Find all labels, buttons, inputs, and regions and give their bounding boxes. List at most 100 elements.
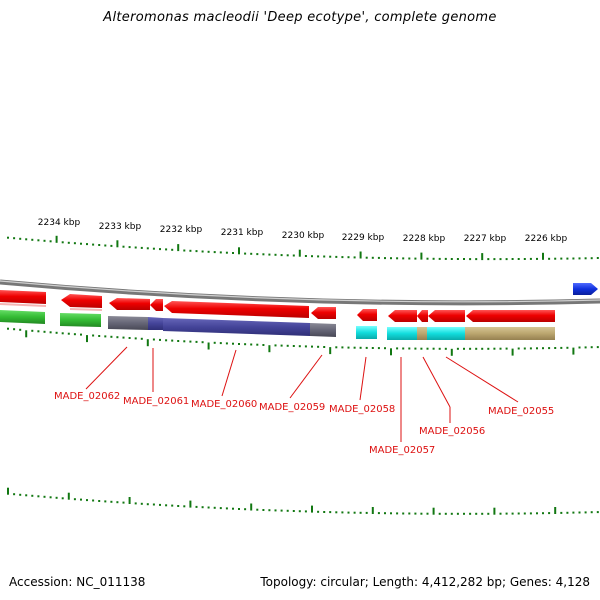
minor-tick	[195, 505, 198, 508]
minor-tick	[517, 512, 520, 515]
gene-label[interactable]: MADE_02060	[191, 399, 257, 410]
minor-tick	[244, 252, 247, 255]
minor-tick	[304, 345, 307, 348]
minor-tick	[566, 257, 569, 260]
gene-arrow-made-02058[interactable]	[357, 309, 377, 321]
scale-tick-label: 2233 kbp	[99, 222, 142, 232]
gene-arrow-made-02055[interactable]	[466, 310, 555, 322]
gene-label[interactable]: MADE_02059	[259, 402, 325, 413]
minor-tick	[481, 347, 484, 350]
gene-arrow-made-02062[interactable]	[61, 294, 102, 311]
minor-tick	[529, 512, 532, 515]
cog-bar	[163, 318, 310, 336]
gene-arrow-made-02060[interactable]	[164, 301, 309, 318]
minor-tick	[420, 347, 423, 350]
minor-tick	[13, 328, 16, 331]
map-title: Alteromonas macleodii 'Deep ecotype', co…	[103, 10, 497, 25]
minor-tick	[499, 512, 502, 515]
minor-tick	[414, 512, 417, 515]
minor-tick	[536, 347, 538, 350]
major-tick	[238, 247, 240, 255]
gene-label[interactable]: MADE_02056	[419, 426, 485, 437]
leader-made-02058	[359, 356, 367, 401]
minor-tick	[134, 246, 137, 249]
minor-tick	[61, 241, 64, 244]
gene-arrow-made-02062-upstream[interactable]	[0, 290, 46, 307]
cog-bar	[148, 317, 163, 330]
minor-tick	[536, 512, 538, 515]
minor-tick	[347, 256, 350, 259]
minor-tick	[536, 257, 538, 260]
minor-tick	[505, 347, 508, 350]
gene-arrow-made-02057[interactable]	[388, 310, 417, 322]
minor-tick	[177, 340, 180, 342]
minor-tick	[323, 255, 326, 258]
minor-tick	[529, 257, 532, 260]
minor-tick	[456, 347, 459, 350]
minor-tick	[323, 346, 326, 348]
cog-bar	[417, 327, 427, 340]
minor-tick	[195, 340, 198, 343]
major-tick	[189, 500, 192, 508]
minor-tick	[554, 347, 557, 349]
minor-tick	[31, 329, 34, 332]
gene-label[interactable]: MADE_02061	[123, 396, 189, 407]
gene-arrow-made-02061-a[interactable]	[109, 298, 150, 310]
minor-tick	[560, 346, 563, 349]
forward-gene-arrow[interactable]	[573, 283, 598, 295]
minor-tick	[86, 243, 88, 246]
minor-tick	[110, 335, 113, 338]
minor-tick	[201, 250, 204, 253]
minor-tick	[286, 509, 289, 512]
minor-tick	[578, 257, 581, 260]
minor-tick	[55, 331, 58, 334]
minor-tick	[274, 344, 277, 347]
minor-tick	[268, 509, 271, 512]
minor-tick	[110, 500, 113, 503]
minor-tick	[232, 342, 234, 345]
gene-label[interactable]: MADE_02057	[369, 445, 435, 456]
upper-tick-track	[7, 235, 599, 261]
minor-tick	[73, 333, 76, 336]
minor-tick	[262, 253, 265, 256]
gene-label[interactable]: MADE_02058	[329, 404, 395, 415]
minor-tick	[402, 257, 405, 260]
scale-tick-labels: 2234 kbp 2233 kbp 2232 kbp 2231 kbp 2230 kbp…	[38, 218, 568, 244]
minor-tick	[213, 251, 216, 254]
gene-labels: MADE_02062 MADE_02061 MADE_02060 MADE_02…	[54, 391, 554, 456]
minor-tick	[238, 343, 240, 345]
minor-tick	[98, 335, 101, 337]
minor-tick	[49, 240, 52, 243]
major-tick	[450, 348, 453, 356]
minor-tick	[590, 511, 593, 514]
minor-tick	[377, 347, 380, 350]
gene-arrow-made-02056[interactable]	[428, 310, 465, 322]
gene-arrow-made-02056-a[interactable]	[417, 310, 428, 322]
minor-tick	[128, 337, 131, 339]
minor-tick	[347, 511, 350, 514]
minor-tick	[146, 247, 149, 250]
gene-label[interactable]: MADE_02055	[488, 406, 554, 417]
minor-tick	[432, 257, 435, 260]
minor-tick	[444, 512, 447, 515]
minor-tick	[371, 256, 374, 259]
minor-tick	[140, 502, 143, 505]
minor-tick	[262, 509, 265, 511]
minor-tick	[408, 512, 411, 515]
minor-tick	[225, 507, 228, 510]
minor-tick	[244, 508, 247, 511]
minor-tick	[402, 347, 405, 350]
minor-tick	[262, 344, 265, 346]
minor-tick	[450, 258, 453, 260]
minor-tick	[384, 347, 386, 350]
minor-tick	[140, 337, 143, 340]
minor-tick	[13, 493, 16, 496]
minor-tick	[298, 345, 301, 348]
minor-tick	[317, 510, 320, 513]
gene-arrow-made-02059[interactable]	[311, 307, 336, 319]
major-tick	[572, 347, 575, 355]
gene-arrow-made-02061-b[interactable]	[150, 299, 163, 311]
gene-label[interactable]: MADE_02062	[54, 391, 120, 402]
scale-tick-label: 2227 kbp	[464, 234, 507, 244]
